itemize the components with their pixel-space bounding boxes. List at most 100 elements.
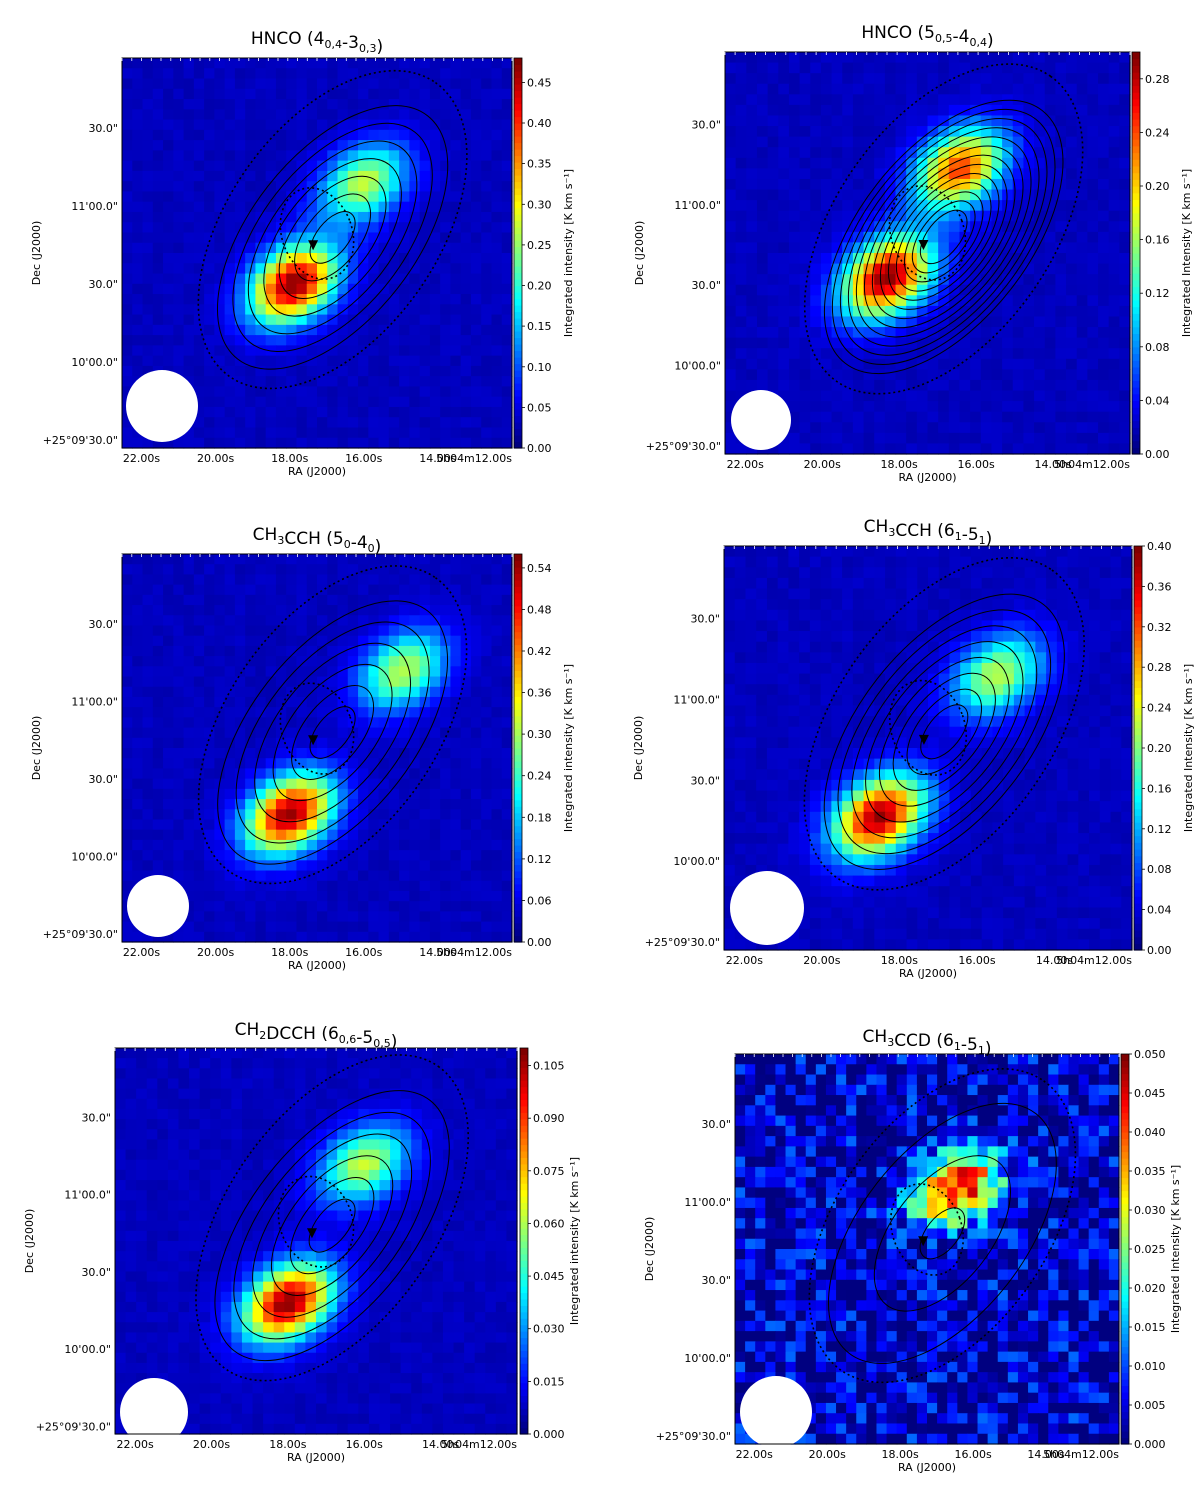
map-pixel <box>132 78 144 90</box>
map-pixel <box>152 819 164 831</box>
map-pixel <box>1034 253 1046 265</box>
map-pixel <box>378 717 390 729</box>
map-pixel <box>885 556 897 568</box>
map-pixel <box>306 294 318 305</box>
map-pixel <box>255 283 267 295</box>
map-pixel <box>778 348 790 360</box>
map-pixel <box>306 788 318 800</box>
map-pixel <box>378 758 390 770</box>
map-pixel <box>460 201 472 213</box>
map-pixel <box>970 401 982 413</box>
map-pixel <box>275 676 287 688</box>
map-pixel <box>378 58 390 69</box>
map-pixel <box>296 365 308 377</box>
map-pixel <box>927 189 939 201</box>
map-pixel <box>491 931 503 943</box>
map-pixel <box>409 839 421 851</box>
map-pixel <box>296 788 308 800</box>
map-pixel <box>132 594 144 606</box>
map-pixel <box>317 335 328 346</box>
map-pixel <box>183 839 195 851</box>
map-pixel <box>296 554 308 565</box>
map-pixel <box>214 170 226 182</box>
map-pixel <box>204 931 215 943</box>
map-pixel <box>1119 274 1131 286</box>
map-pixel <box>778 390 790 402</box>
map-pixel <box>895 556 908 568</box>
map-pixel <box>296 273 308 285</box>
map-pixel <box>440 232 452 244</box>
map-pixel <box>842 242 854 254</box>
map-pixel <box>296 860 308 872</box>
map-pixel <box>142 242 154 254</box>
map-pixel <box>368 727 380 739</box>
map-pixel <box>1119 115 1131 127</box>
map-pixel <box>214 78 226 90</box>
map-pixel <box>491 921 503 933</box>
map-pixel <box>735 178 747 191</box>
map-pixel <box>173 696 185 708</box>
map-pixel <box>429 839 441 851</box>
map-pixel <box>152 696 164 708</box>
map-pixel <box>183 283 195 295</box>
map-pixel <box>337 931 349 943</box>
y-tick-label: +25°09'30.0" <box>43 434 118 447</box>
map-pixel <box>725 358 737 370</box>
map-pixel <box>388 253 400 264</box>
map-pixel <box>234 696 246 708</box>
map-pixel <box>327 58 339 69</box>
map-pixel <box>193 88 205 100</box>
map-pixel <box>429 758 441 770</box>
map-pixel <box>756 295 769 307</box>
map-pixel <box>193 253 205 264</box>
map-group <box>122 58 513 449</box>
map-pixel <box>368 788 380 800</box>
map-pixel <box>874 221 886 233</box>
map-pixel <box>306 211 318 223</box>
map-pixel <box>245 717 257 729</box>
map-pixel <box>399 396 410 408</box>
map-pixel <box>1002 348 1014 360</box>
map-pixel <box>1055 168 1067 180</box>
map-pixel <box>1076 274 1088 286</box>
map-pixel <box>296 283 308 295</box>
map-pixel <box>767 189 779 201</box>
map-pixel <box>460 273 472 285</box>
colorbar-segment <box>514 573 522 581</box>
map-pixel <box>810 62 822 74</box>
map-pixel <box>286 615 298 627</box>
map-pixel <box>358 417 369 429</box>
map-pixel <box>122 324 133 336</box>
map-pixel <box>132 253 144 264</box>
map-pixel <box>317 901 328 912</box>
map-pixel <box>735 136 747 148</box>
map-pixel <box>409 78 421 90</box>
map-pixel <box>368 717 380 729</box>
map-pixel <box>255 605 267 616</box>
map-pixel <box>163 717 174 729</box>
map-pixel <box>152 748 164 759</box>
map-pixel <box>831 274 843 286</box>
map-pixel <box>491 253 503 264</box>
map-pixel <box>163 232 174 244</box>
map-pixel <box>491 829 503 841</box>
map-pixel <box>132 294 144 305</box>
map-pixel <box>152 737 164 749</box>
map-pixel <box>501 921 513 933</box>
map-pixel <box>204 88 215 100</box>
map-pixel <box>1013 567 1026 579</box>
map-pixel <box>470 283 482 295</box>
map-pixel <box>1119 253 1131 265</box>
map-pixel <box>224 386 236 398</box>
map-pixel <box>1076 432 1088 445</box>
map-pixel <box>204 232 215 244</box>
map-pixel <box>1119 316 1131 328</box>
map-pixel <box>460 68 472 80</box>
map-pixel <box>481 129 493 141</box>
map-pixel <box>906 432 918 445</box>
map-pixel <box>399 294 410 305</box>
map-pixel <box>409 850 421 861</box>
map-pixel <box>1055 115 1067 127</box>
map-pixel <box>409 625 421 637</box>
map-pixel <box>725 104 737 117</box>
